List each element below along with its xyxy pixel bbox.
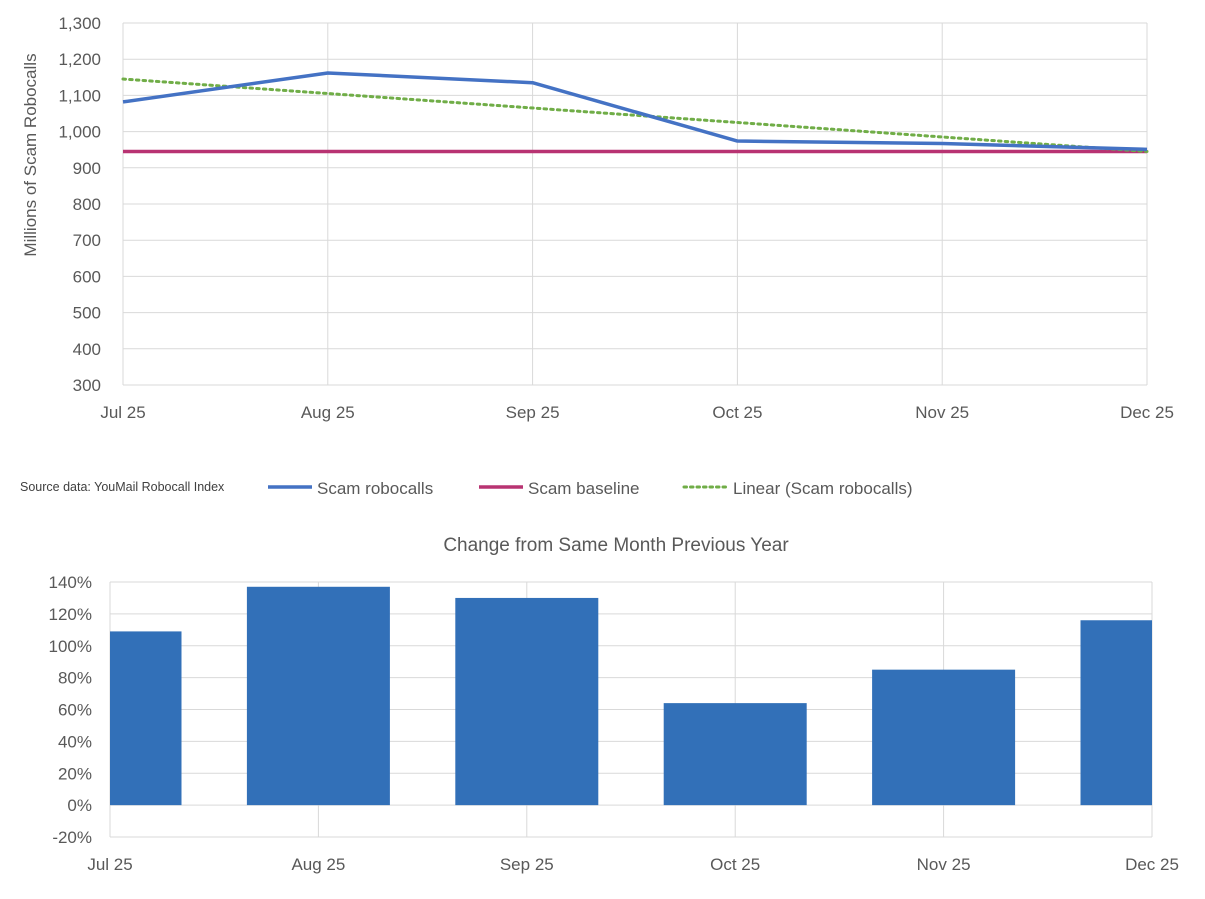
legend-label-scam-baseline: Scam baseline bbox=[528, 479, 640, 498]
y-tick-label: 80% bbox=[58, 669, 92, 688]
x-tick-label: Dec 25 bbox=[1125, 855, 1179, 874]
y-tick-label: 20% bbox=[58, 764, 92, 783]
y-tick-label: 400 bbox=[73, 340, 101, 359]
y-tick-label: 1,300 bbox=[58, 14, 101, 33]
legend: Source data: YouMail Robocall Index Scam… bbox=[20, 479, 913, 498]
y-tick-label: 600 bbox=[73, 267, 101, 286]
series-line-scam-robocalls bbox=[123, 73, 1147, 149]
y-tick-label: 0% bbox=[67, 796, 92, 815]
x-tick-label: Sep 25 bbox=[500, 855, 554, 874]
x-tick-label: Oct 25 bbox=[712, 403, 762, 422]
y-tick-label: -20% bbox=[52, 828, 92, 847]
y-tick-label: 900 bbox=[73, 159, 101, 178]
bar-nov-25 bbox=[872, 670, 1015, 805]
line-chart: 300 400 500 600 700 800 900 1,000 1,100 1,200 1,30… bbox=[58, 14, 1173, 422]
x-tick-label: Jul 25 bbox=[87, 855, 132, 874]
y-tick-label: 60% bbox=[58, 701, 92, 720]
y-tick-label: 40% bbox=[58, 732, 92, 751]
bar-dec-25 bbox=[1081, 620, 1153, 805]
source-note: Source data: YouMail Robocall Index bbox=[20, 480, 225, 494]
x-tick-label: Aug 25 bbox=[291, 855, 345, 874]
x-tick-label: Jul 25 bbox=[100, 403, 145, 422]
bar-sep-25 bbox=[455, 598, 598, 805]
legend-label-scam-robocalls: Scam robocalls bbox=[317, 479, 433, 498]
y-tick-label: 1,100 bbox=[58, 86, 101, 105]
bar-chart: -20% 0% 20% 40% 60% 80% 100% 120% 140% Jul 25 Aug … bbox=[49, 573, 1179, 874]
x-tick-label: Aug 25 bbox=[301, 403, 355, 422]
y-tick-label: 800 bbox=[73, 195, 101, 214]
legend-label-linear: Linear (Scam robocalls) bbox=[733, 479, 913, 498]
y-tick-label: 300 bbox=[73, 376, 101, 395]
series-line-linear-trend bbox=[123, 79, 1147, 151]
y-tick-label: 1,200 bbox=[58, 50, 101, 69]
y-axis-label: Millions of Scam Robocalls bbox=[21, 53, 40, 256]
y-tick-label: 140% bbox=[49, 573, 92, 592]
x-tick-label: Nov 25 bbox=[915, 403, 969, 422]
x-tick-label: Nov 25 bbox=[917, 855, 971, 874]
y-tick-label: 1,000 bbox=[58, 123, 101, 142]
bar-oct-25 bbox=[664, 703, 807, 805]
y-tick-label: 700 bbox=[73, 231, 101, 250]
bar-aug-25 bbox=[247, 587, 390, 805]
y-tick-label: 120% bbox=[49, 605, 92, 624]
y-tick-label: 500 bbox=[73, 304, 101, 323]
x-tick-label: Oct 25 bbox=[710, 855, 760, 874]
bar-chart-title: Change from Same Month Previous Year bbox=[443, 535, 789, 556]
bar-jul-25 bbox=[110, 631, 182, 805]
x-tick-label: Dec 25 bbox=[1120, 403, 1174, 422]
y-tick-label: 100% bbox=[49, 637, 92, 656]
x-tick-label: Sep 25 bbox=[506, 403, 560, 422]
